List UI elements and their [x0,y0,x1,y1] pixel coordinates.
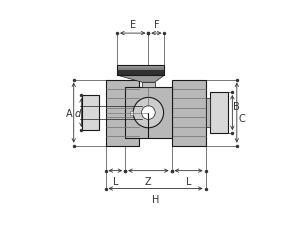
Bar [118,67,164,70]
Bar [172,80,206,146]
Bar [106,80,140,146]
Text: E: E [130,20,136,30]
Bar [145,76,152,87]
Text: F: F [154,20,159,30]
Bar [130,111,133,115]
Circle shape [142,106,155,120]
Text: C: C [239,113,246,123]
Text: A: A [66,108,73,118]
Bar [118,67,164,68]
Text: B: B [233,102,240,112]
Bar [142,83,154,87]
Polygon shape [117,76,164,83]
Text: L: L [186,176,191,186]
Bar [82,96,99,131]
Text: d: d [74,108,81,118]
Text: Z: Z [145,176,152,186]
Text: H: H [152,194,159,204]
Bar [117,66,164,76]
Circle shape [133,98,164,128]
Bar [210,93,227,134]
Bar [125,87,172,139]
Bar [107,115,172,137]
Text: L: L [112,176,118,186]
Bar [206,99,210,128]
